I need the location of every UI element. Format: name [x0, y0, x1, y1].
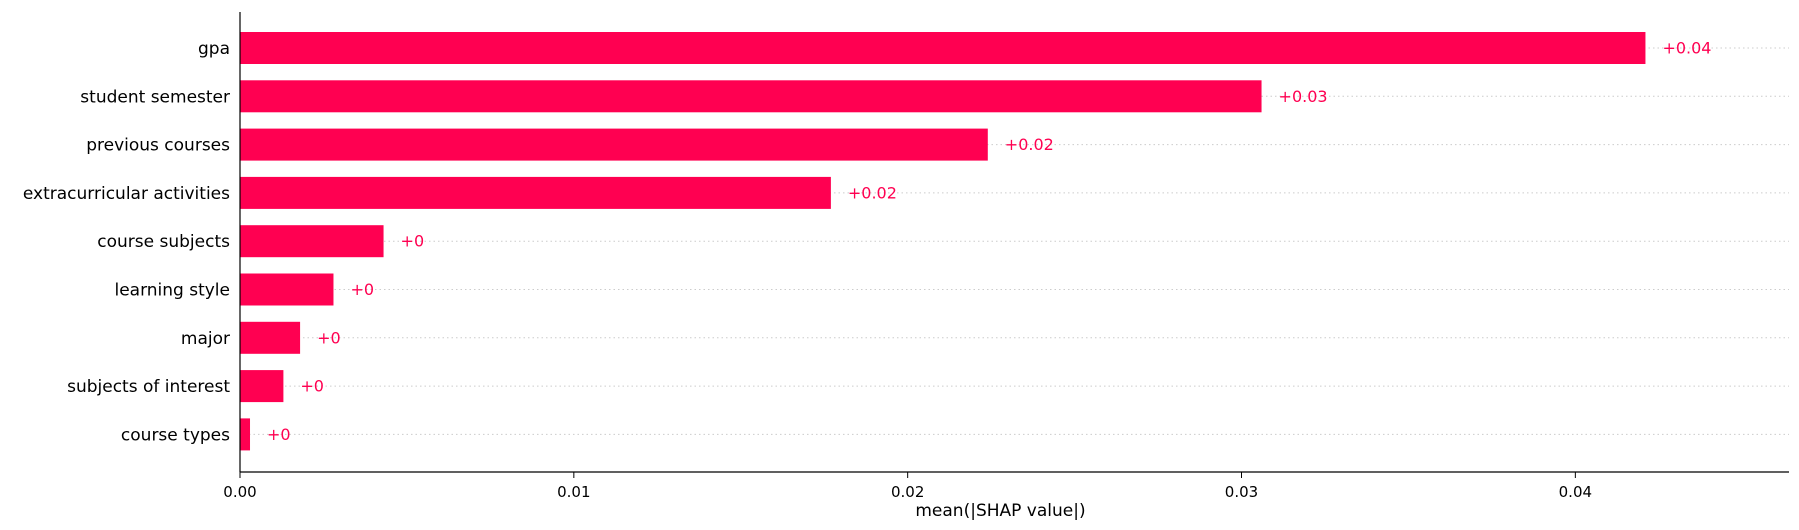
bars	[240, 32, 1646, 451]
bar-value-label: +0	[317, 328, 341, 347]
category-label: subjects of interest	[67, 377, 230, 397]
bar-learning-style	[240, 273, 334, 306]
bar-value-label: +0.02	[848, 183, 897, 202]
category-label: course subjects	[97, 232, 230, 252]
category-label: course types	[121, 425, 230, 445]
x-tick-label: 0.03	[1225, 483, 1258, 501]
bar-extracurricular-activities	[240, 176, 831, 209]
category-label: learning style	[114, 281, 230, 301]
bar-value-label: +0	[267, 425, 291, 444]
bar-course-subjects	[240, 225, 384, 258]
bar-value-label: +0.04	[1662, 39, 1711, 58]
bar-value-label: +0	[350, 280, 374, 299]
bar-student-semester	[240, 80, 1262, 113]
x-axis-ticks: 0.00 0.01 0.02 0.03 0.04	[223, 472, 1592, 501]
category-label: student semester	[80, 87, 230, 107]
bar-previous-courses	[240, 128, 988, 161]
bar-value-label: +0	[401, 232, 425, 251]
category-label: major	[181, 329, 230, 349]
x-tick-label: 0.02	[891, 483, 924, 501]
bar-value-label: +0.03	[1279, 87, 1328, 106]
value-labels: +0.04 +0.03 +0.02 +0.02 +0 +0 +0 +0 +0	[267, 39, 1711, 444]
bar-gpa	[240, 32, 1646, 64]
x-tick-label: 0.00	[223, 483, 256, 501]
category-labels: gpa student semester previous courses extra…	[23, 39, 230, 445]
bar-subjects-of-interest	[240, 370, 284, 403]
category-label: gpa	[198, 39, 230, 59]
bar-value-label: +0.02	[1005, 135, 1054, 154]
x-tick-label: 0.01	[557, 483, 590, 501]
category-label: extracurricular activities	[23, 184, 230, 204]
bar-value-label: +0	[300, 377, 324, 396]
x-axis-title: mean(|SHAP value|)	[915, 501, 1085, 521]
bar-course-types	[240, 418, 251, 451]
category-label: previous courses	[86, 136, 230, 156]
bar-major	[240, 321, 301, 354]
x-tick-label: 0.04	[1559, 483, 1592, 501]
